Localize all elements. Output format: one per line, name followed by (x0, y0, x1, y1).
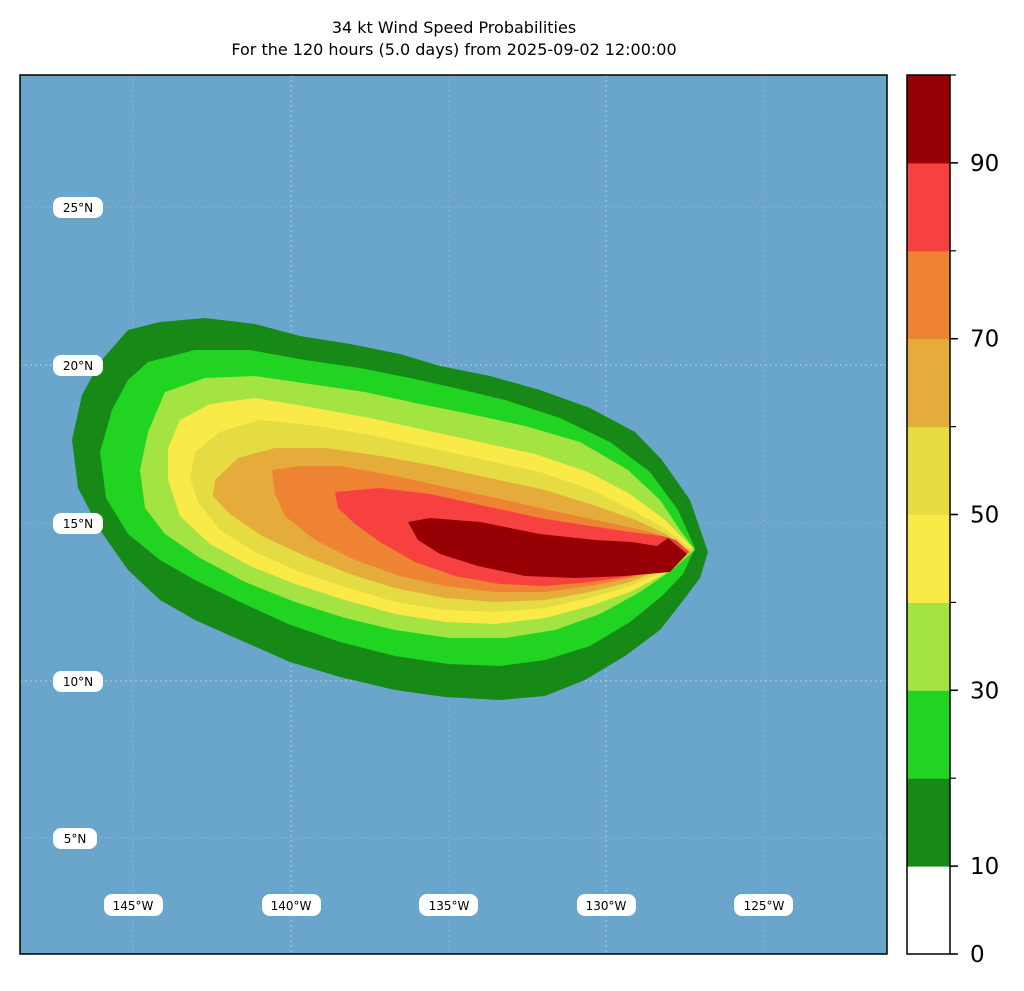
gridlines (20, 75, 887, 954)
lat-label-5: 5°N (53, 828, 97, 849)
colorbar-segment (907, 75, 950, 164)
lat-label-10: 10°N (53, 671, 103, 692)
lat-label-text: 15°N (63, 517, 93, 531)
colorbar-tick-label: 10 (970, 854, 999, 880)
lat-label-text: 20°N (63, 359, 93, 373)
colorbar-tick-label: 90 (970, 151, 999, 177)
colorbar-tick-label: 0 (970, 942, 985, 968)
colorbar-segment (907, 250, 950, 340)
lon-label-130: 130°W (577, 894, 636, 916)
lon-label-125: 125°W (734, 894, 793, 916)
colorbar-segment (907, 602, 950, 691)
latitude-labels: 25°N 20°N 15°N 10°N 5°N (53, 197, 103, 849)
colorbar-segment (907, 778, 950, 867)
colorbar-segment (907, 514, 950, 603)
map-frame (19, 74, 888, 955)
lon-label-text: 135°W (429, 899, 470, 913)
lon-label-145: 145°W (104, 894, 163, 916)
colorbar-tick-label: 30 (970, 678, 999, 704)
colorbar-tick-label: 50 (970, 503, 999, 529)
lat-label-text: 5°N (64, 832, 87, 846)
longitude-labels: 145°W 140°W 135°W 130°W 125°W (104, 894, 793, 916)
probability-contours (72, 318, 708, 700)
colorbar: 0 10 30 50 70 90 (906, 74, 999, 968)
minor-gridlines (20, 75, 887, 954)
contour-90-100 (408, 518, 687, 578)
lon-label-text: 140°W (271, 899, 312, 913)
map-title: 34 kt Wind Speed Probabilities (331, 18, 577, 37)
lat-label-text: 25°N (63, 201, 93, 215)
lon-label-text: 145°W (113, 899, 154, 913)
map-panel: 25°N 20°N 15°N 10°N 5°N 145°W (19, 74, 888, 955)
map-subtitle: For the 120 hours (5.0 days) from 2025-0… (231, 40, 677, 59)
lon-label-text: 125°W (744, 899, 785, 913)
lat-label-25: 25°N (53, 197, 103, 218)
colorbar-segment (907, 162, 950, 252)
colorbar-segment (907, 426, 950, 515)
lat-label-20: 20°N (53, 355, 103, 376)
lat-label-15: 15°N (53, 513, 103, 534)
colorbar-segment (907, 690, 950, 779)
lon-label-135: 135°W (419, 894, 478, 916)
lon-label-text: 130°W (586, 899, 627, 913)
colorbar-tick-label: 70 (970, 327, 999, 353)
colorbar-segment (907, 338, 950, 428)
lon-label-140: 140°W (262, 894, 321, 916)
colorbar-segment (907, 866, 950, 955)
lat-label-text: 10°N (63, 675, 93, 689)
